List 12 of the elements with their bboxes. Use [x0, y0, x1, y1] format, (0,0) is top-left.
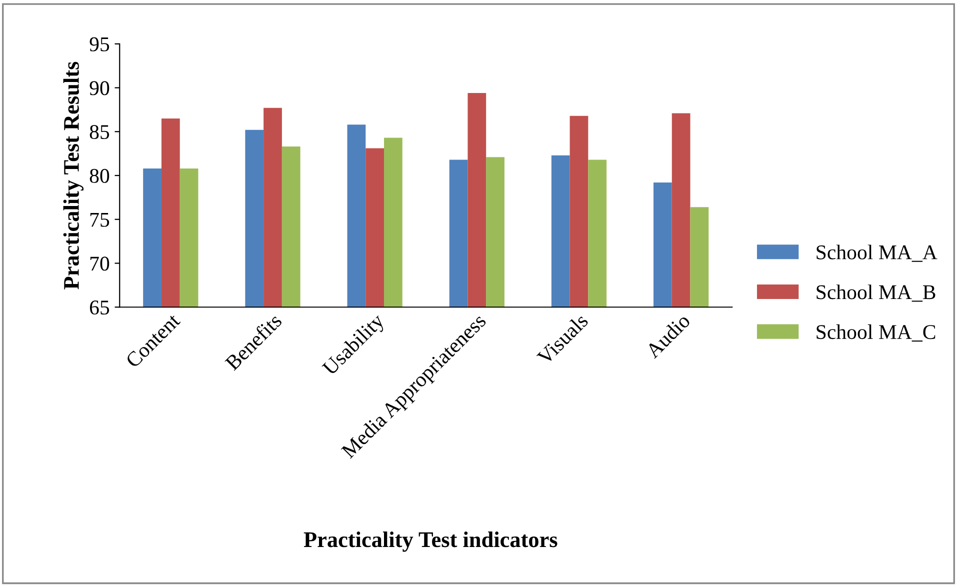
legend-label: School MA_A [816, 244, 938, 262]
y-tick-label: 70 [90, 256, 110, 271]
y-tick-label: 65 [90, 300, 110, 315]
legend-label: School MA_C [816, 324, 936, 342]
legend-label: School MA_B [816, 284, 936, 302]
y-tick-label: 85 [90, 125, 110, 140]
y-axis-title: Practicality Test Results [63, 62, 84, 290]
y-tick-label: 75 [90, 212, 110, 227]
x-axis-title: Practicality Test indicators [304, 532, 558, 552]
y-tick-label: 95 [90, 37, 110, 52]
y-tick-label: 90 [90, 81, 110, 96]
y-tick-label: 80 [90, 168, 110, 183]
